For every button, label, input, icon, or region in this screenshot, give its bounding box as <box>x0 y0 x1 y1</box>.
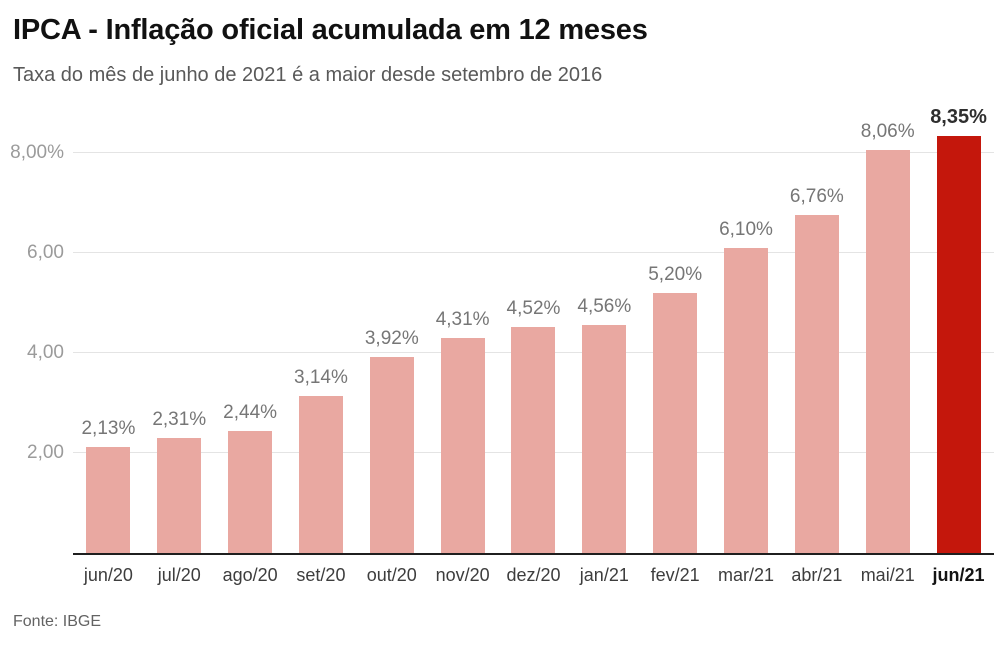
bar-mai-21 <box>865 150 910 553</box>
bar-slot-jan-21: 4,56% <box>569 120 640 553</box>
bar-slot-nov-20: 4,31% <box>427 120 498 553</box>
bar-value-label-nov-20: 4,31% <box>435 308 490 330</box>
bar-mar-21 <box>724 248 769 553</box>
y-axis-tick-label: 6,00 <box>27 242 64 263</box>
x-axis-label-abr-21: abr/21 <box>791 565 843 585</box>
bar-slot-set-20: 3,14% <box>286 120 357 553</box>
x-axis-label-out-20: out/20 <box>366 565 417 585</box>
bar-value-label-abr-21: 6,76% <box>789 186 844 207</box>
bar-nov-20 <box>440 337 485 553</box>
x-axis-label-mai-21: mai/21 <box>860 565 915 585</box>
bar-value-label-mai-21: 8,06% <box>860 121 915 142</box>
bar-jan-21 <box>582 325 627 553</box>
x-axis-label-jul-20: jul/20 <box>157 565 201 585</box>
bar-slot-mar-21: 6,10% <box>711 120 782 553</box>
x-axis-label-jan-21: jan/21 <box>579 565 629 585</box>
bar-value-label-ago-20: 2,44% <box>223 402 278 423</box>
bar-value-label-mar-21: 6,10% <box>719 219 773 240</box>
bar-slot-jun-20: 2,13% <box>73 120 144 553</box>
bar-jun-20 <box>86 446 131 553</box>
gridline-800 <box>73 152 994 153</box>
bar-slot-jun-21: 8,35% <box>923 106 994 553</box>
gridline-600 <box>73 252 994 253</box>
bar-slot-ago-20: 2,44% <box>215 120 286 553</box>
bar-abr-21 <box>794 215 839 553</box>
bar-value-label-jul-20: 2,31% <box>152 408 207 430</box>
bar-slot-jul-20: 2,31% <box>144 120 215 553</box>
bar-set-20 <box>298 396 343 553</box>
bar-slot-dez-20: 4,52% <box>498 120 569 553</box>
bar-slot-abr-21: 6,76% <box>781 120 852 553</box>
bar-jun-21 <box>936 135 981 553</box>
y-axis-tick-label: 4,00 <box>27 342 64 363</box>
bar-dez-20 <box>511 327 556 553</box>
x-axis-label-jun-20: jun/20 <box>83 565 133 585</box>
bar-fev-21 <box>653 293 698 553</box>
x-axis-label-mar-21: mar/21 <box>718 565 775 585</box>
bar-value-label-out-20: 3,92% <box>364 328 419 349</box>
bar-chart-plot-area: 2,00 4,00 6,00 8,00% 2,13% 2,31% 2,44% 3,14% 3,… <box>10 106 994 555</box>
bar-value-label-set-20: 3,14% <box>294 367 348 388</box>
bar-slot-mai-21: 8,06% <box>852 120 923 553</box>
x-axis-label-ago-20: ago/20 <box>222 565 278 585</box>
x-axis-label-dez-20: dez/20 <box>506 565 561 585</box>
page-subtitle: Taxa do mês de junho de 2021 é a maior d… <box>13 64 603 86</box>
bar-out-20 <box>369 357 414 553</box>
source-note: Fonte: IBGE <box>13 613 102 630</box>
x-axis-label-fev-21: fev/21 <box>650 565 700 585</box>
x-axis-label-nov-20: nov/20 <box>435 565 490 585</box>
x-axis-label-set-20: set/20 <box>296 565 346 585</box>
bar-value-label-jan-21: 4,56% <box>577 296 632 317</box>
page-title: IPCA - Inflação oficial acumulada em 12 … <box>13 14 648 46</box>
x-axis-labels: jun/20 jul/20 ago/20 set/20 out/20 nov/20 dez/… <box>73 560 994 586</box>
bar-slot-out-20: 3,92% <box>356 120 427 553</box>
bars-layer: 2,13% 2,31% 2,44% 3,14% 3,92% 4,31% 4,52% 4,56%… <box>73 106 994 553</box>
bar-value-label-dez-20: 4,52% <box>506 298 561 319</box>
bar-ago-20 <box>228 431 273 553</box>
bar-value-label-jun-20: 2,13% <box>81 417 136 439</box>
y-axis-tick-label: 2,00 <box>27 442 64 463</box>
bar-value-label-jun-21: 8,35% <box>930 105 987 128</box>
y-axis-tick-label: 8,00% <box>10 142 64 163</box>
x-axis-label-jun-21: jun/21 <box>932 565 985 585</box>
bar-jul-20 <box>157 437 202 553</box>
bar-value-label-fev-21: 5,20% <box>648 264 703 285</box>
bar-slot-fev-21: 5,20% <box>640 120 711 553</box>
